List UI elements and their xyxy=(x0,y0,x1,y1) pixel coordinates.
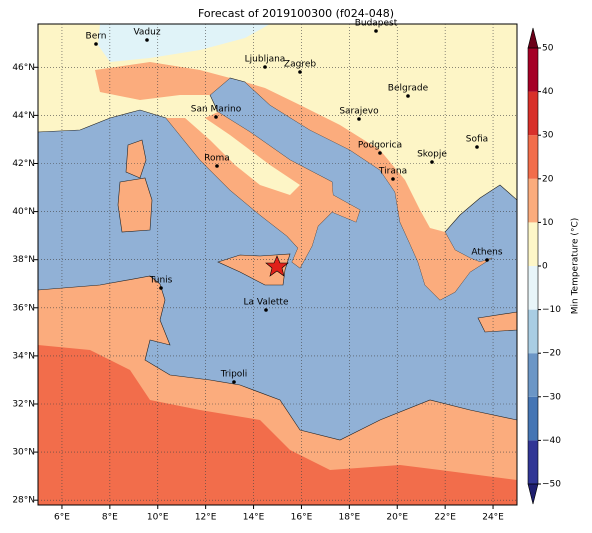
x-tick-label: 10°E xyxy=(147,513,169,523)
city-label: Roma xyxy=(204,154,230,164)
colorbar-tick-label: 0 xyxy=(542,262,548,272)
x-tick-label: 14°E xyxy=(243,513,265,523)
italy-coast-band xyxy=(166,112,360,268)
colorbar-under xyxy=(527,483,539,505)
colorbar-tick-label: −40 xyxy=(542,436,561,446)
city-label: Vaduz xyxy=(133,28,160,38)
y-tick-label: 32°N xyxy=(12,399,35,409)
city-label: San Marino xyxy=(191,105,242,115)
city-label: Tirana xyxy=(378,167,407,177)
city-label: Zagreb xyxy=(284,60,316,70)
sicily xyxy=(217,253,291,286)
city-dot xyxy=(232,380,236,384)
colorbar-band xyxy=(528,222,538,266)
colorbar-band xyxy=(528,353,538,397)
colorbar-label: Min Temperature (°C) xyxy=(571,218,581,315)
city-label: Athens xyxy=(471,248,502,258)
city-dot xyxy=(430,160,434,164)
colorbar-tick-label: 20 xyxy=(542,174,554,184)
city-dot xyxy=(298,70,302,74)
city-dot xyxy=(215,164,219,168)
x-tick-label: 12°E xyxy=(195,513,217,523)
y-tick-label: 44°N xyxy=(12,111,35,121)
north-band xyxy=(95,62,230,100)
x-tick-label: 22°E xyxy=(434,513,456,523)
colorbar-tick-label: 50 xyxy=(542,44,554,54)
city-dot xyxy=(264,308,268,312)
colorbar-band xyxy=(528,178,538,223)
city-label: Skopje xyxy=(417,150,447,160)
colorbar-band xyxy=(528,91,538,136)
x-tick-label: 20°E xyxy=(386,513,408,523)
city-dot xyxy=(357,117,361,121)
city-label: Tripoli xyxy=(220,370,248,380)
city-label: Bern xyxy=(86,32,107,42)
city-dot xyxy=(378,151,382,155)
y-tick-label: 30°N xyxy=(12,448,35,458)
x-tick-label: 8°E xyxy=(102,513,118,523)
city-label: Sarajevo xyxy=(339,107,379,117)
city-dot xyxy=(145,38,149,42)
y-tick-label: 28°N xyxy=(12,496,35,506)
alps xyxy=(98,24,270,62)
colorbar-over xyxy=(527,27,539,49)
city-dot xyxy=(406,94,410,98)
y-tick-label: 38°N xyxy=(12,255,35,265)
colorbar-band xyxy=(528,440,538,484)
y-tick-label: 42°N xyxy=(12,159,35,169)
star-marker xyxy=(265,255,289,277)
city-dot xyxy=(214,115,218,119)
x-tick-label: 16°E xyxy=(291,513,313,523)
colorbar-tick-label: 10 xyxy=(542,218,554,228)
city-label: Ljubljana xyxy=(245,55,286,65)
corsica xyxy=(125,139,147,179)
colorbar-tick-label: −10 xyxy=(542,305,561,315)
map-frame xyxy=(37,23,518,506)
colorbar-tick-label: 40 xyxy=(542,87,554,97)
city-label: Belgrade xyxy=(388,84,429,94)
y-tick-label: 34°N xyxy=(12,351,35,361)
x-tick-label: 24°E xyxy=(482,513,504,523)
city-label: Podgorica xyxy=(358,141,402,151)
x-tick-label: 6°E xyxy=(54,513,70,523)
colorbar-band xyxy=(528,135,538,179)
sardinia xyxy=(117,177,153,233)
city-dot xyxy=(391,177,395,181)
y-tick-label: 36°N xyxy=(12,303,35,313)
city-label: Tunis xyxy=(149,276,173,286)
city-dot xyxy=(475,145,479,149)
balkan-coast-band xyxy=(245,82,492,300)
colorbar-band xyxy=(528,48,538,92)
y-tick-label: 46°N xyxy=(12,63,35,73)
colorbar-band xyxy=(528,266,538,310)
city-dot xyxy=(485,258,489,262)
crete xyxy=(477,311,517,333)
colorbar-tick-label: 30 xyxy=(542,131,554,141)
y-tick-label: 40°N xyxy=(12,207,35,217)
city-dot xyxy=(263,65,267,69)
colorbar-band xyxy=(528,396,538,441)
city-label: Budapest xyxy=(355,19,398,29)
city-label: Sofia xyxy=(466,135,488,145)
colorbar-tick-label: −20 xyxy=(542,349,561,359)
city-dot xyxy=(374,29,378,33)
colorbar-tick-label: −50 xyxy=(542,480,561,490)
city-dot xyxy=(94,42,98,46)
colorbar-tick-label: −30 xyxy=(542,392,561,402)
city-dot xyxy=(159,286,163,290)
city-label: La Valette xyxy=(244,298,289,308)
colorbar-band xyxy=(528,309,538,354)
title: Forecast of 2019100300 (f024-048) xyxy=(198,7,394,20)
x-tick-label: 18°E xyxy=(339,513,361,523)
